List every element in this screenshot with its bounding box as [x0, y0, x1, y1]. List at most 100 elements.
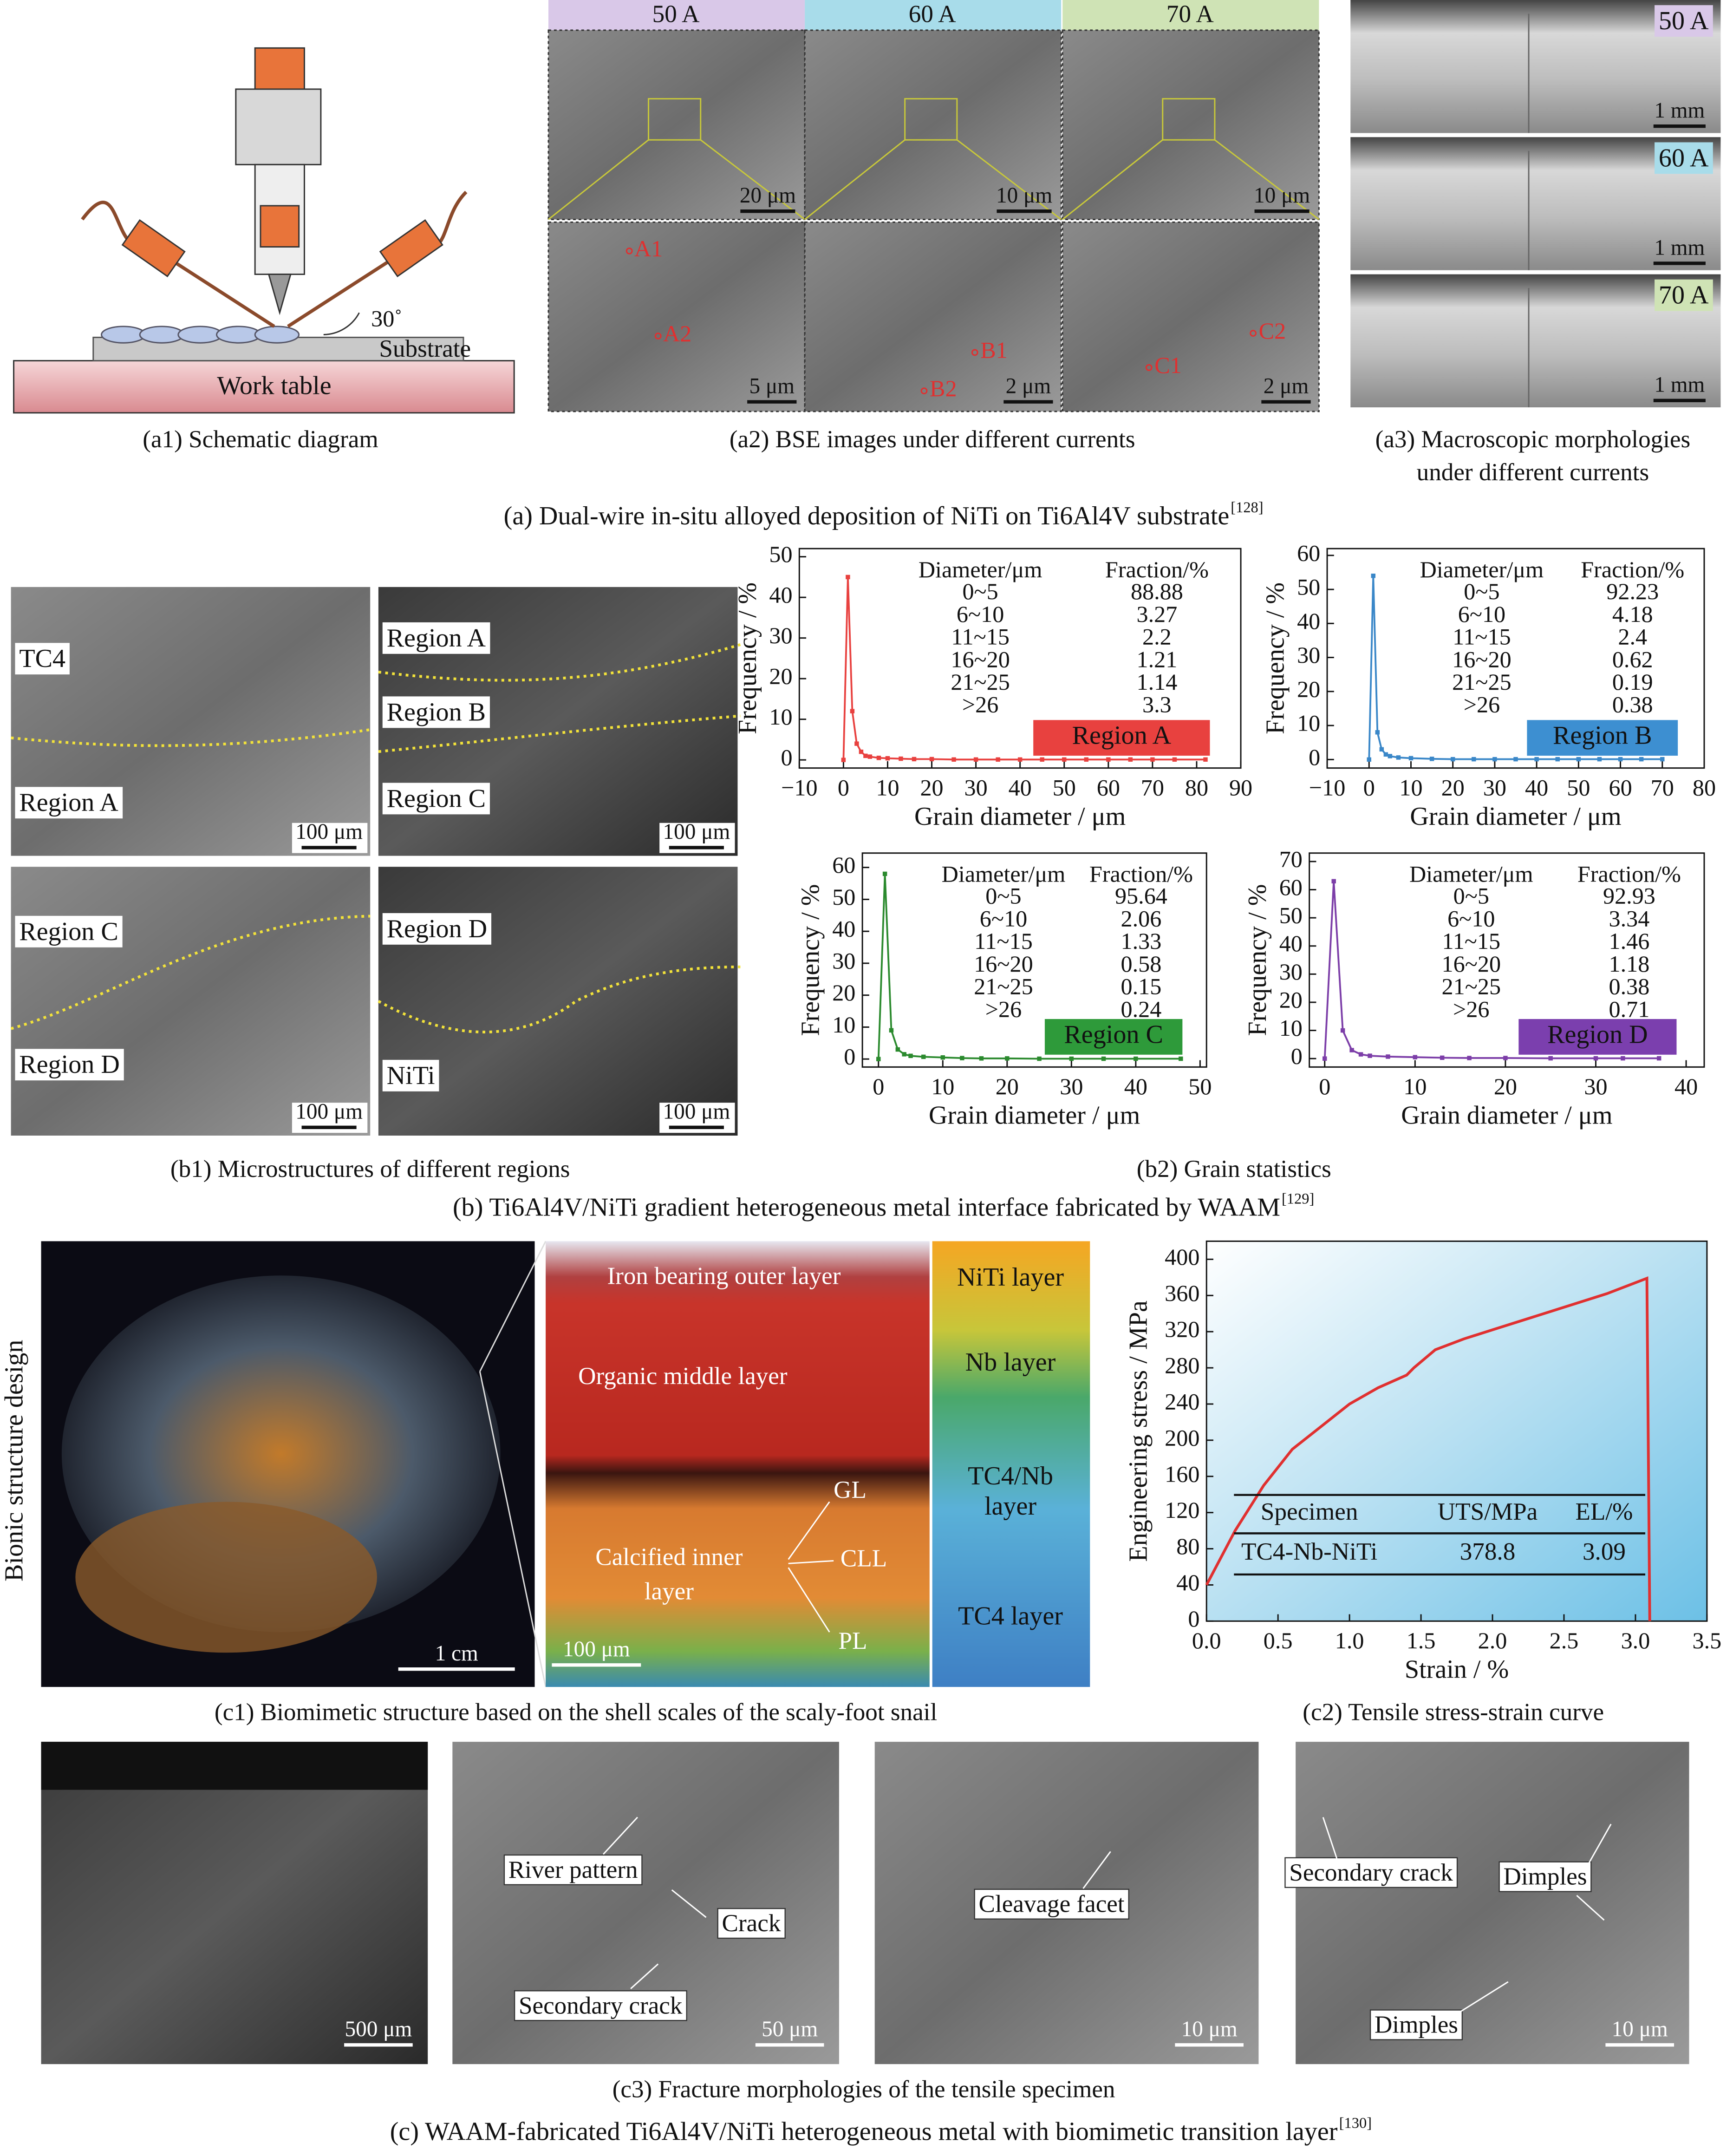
data-point [1388, 754, 1393, 758]
layer-label: TC4 layer [958, 1601, 1063, 1630]
x-tick-label: 30 [1483, 774, 1506, 800]
section-label: Organic middle layer [578, 1363, 788, 1390]
angle-arc [323, 312, 360, 335]
section-label: layer [645, 1578, 694, 1605]
current-header [805, 0, 1062, 30]
x-tick-label: 0 [838, 774, 849, 800]
y-tick-label: 50 [1279, 902, 1303, 928]
table-cell: 2.2 [1142, 624, 1172, 650]
x-tick-label: 20 [920, 774, 943, 800]
data-point [1467, 1056, 1472, 1060]
x-tick-label: 40 [1009, 774, 1032, 800]
x-tick-label: 80 [1693, 774, 1716, 800]
y-axis-label: Frequency / % [1261, 582, 1290, 734]
pointer-lines [603, 1816, 1612, 2017]
table-cell: 16~20 [1452, 646, 1511, 672]
y-tick-label: 60 [832, 852, 855, 878]
specimen-edge [41, 1742, 428, 1790]
x-tick-label: 30 [1060, 1073, 1083, 1099]
point-label: B2 [930, 375, 957, 401]
table-cell: 1.21 [1136, 646, 1177, 672]
data-point [940, 1055, 945, 1060]
data-point [979, 1056, 984, 1061]
data-point [1134, 1056, 1138, 1061]
y-tick-label: 160 [1165, 1461, 1199, 1487]
y-axis-label: Frequency / % [796, 884, 825, 1036]
x-tick-label: 50 [1188, 1073, 1212, 1099]
table-cell: 92.23 [1606, 578, 1659, 604]
table-header: Fraction/% [1577, 861, 1681, 887]
data-point [1069, 1056, 1074, 1061]
zoom-box [904, 98, 958, 141]
x-tick-label: 1.0 [1335, 1627, 1364, 1653]
point-marker [920, 387, 928, 394]
caption: (b1) Microstructures of different region… [170, 1156, 570, 1183]
label-box [15, 787, 123, 819]
label-box [15, 915, 123, 947]
x-tick-label: 30 [1584, 1073, 1607, 1099]
table-cell: 16~20 [974, 951, 1033, 977]
table-label: Work table [217, 372, 331, 400]
y-tick-label: 200 [1165, 1424, 1199, 1450]
x-tick-label: 60 [1097, 774, 1120, 800]
y-tick-label: 400 [1165, 1244, 1199, 1270]
data-point [1101, 1056, 1106, 1061]
weld-bead [177, 326, 223, 344]
point-marker [1145, 364, 1153, 371]
fracture-image [41, 1742, 428, 2065]
label-box [382, 1059, 439, 1091]
data-line [1205, 1276, 1651, 1621]
data-point [889, 1028, 894, 1033]
data-point [1037, 1056, 1042, 1061]
region-label: Region C [1064, 1020, 1163, 1049]
data-point [1639, 757, 1644, 762]
x-tick-label: 2.5 [1550, 1627, 1579, 1653]
x-tick-label: 10 [1399, 774, 1422, 800]
caption: (c2) Tensile stress-strain curve [1303, 1699, 1604, 1725]
point-marker [1250, 330, 1257, 337]
table-cell: 16~20 [1442, 951, 1501, 977]
plot-background [1206, 1241, 1707, 1621]
table-cell: 0.62 [1612, 646, 1653, 672]
current-label: 50 A [1659, 7, 1709, 35]
data-point [1408, 756, 1414, 761]
point-label: B1 [980, 337, 1008, 363]
section-image [546, 1241, 930, 1687]
region-label: Region B [1553, 721, 1652, 750]
region-label: Region D [387, 915, 488, 943]
data-point [973, 757, 978, 762]
table-cell: 4.18 [1612, 601, 1653, 627]
label-box [1284, 1857, 1458, 1888]
x-tick-label: −10 [1309, 774, 1345, 800]
section-title: (c) WAAM-fabricated Ti6Al4V/NiTi heterog… [390, 2117, 1338, 2146]
table-cell: 0.38 [1609, 973, 1650, 1000]
y-tick-label: 40 [1297, 608, 1320, 634]
section-label: PL [838, 1627, 867, 1654]
label-box [503, 1854, 643, 1886]
table-cell: 11~15 [974, 928, 1033, 954]
data-point [1576, 757, 1581, 762]
table-cell: 2.4 [1618, 624, 1647, 650]
point-label: C1 [1154, 352, 1182, 378]
data-point [1179, 1056, 1183, 1061]
region-box [1527, 720, 1678, 756]
table-cell: 0~5 [1453, 883, 1489, 909]
data-point [1040, 757, 1044, 762]
table-cell: 3.27 [1136, 601, 1177, 627]
x-tick-label: 10 [931, 1073, 954, 1099]
substrate-label: Substrate [379, 335, 471, 362]
x-tick-label: 0 [1319, 1073, 1330, 1099]
fracture-annotation: River pattern [508, 1856, 638, 1883]
data-point [921, 1054, 926, 1059]
table-header: Diameter/μm [919, 556, 1042, 582]
point-marker [654, 333, 662, 340]
data-line [877, 874, 1181, 1060]
data-point [1534, 757, 1539, 762]
y-tick-label: 360 [1165, 1280, 1199, 1306]
bse-image [1062, 29, 1320, 220]
x-tick-label: 0 [1363, 774, 1375, 800]
interface-line [10, 915, 371, 1030]
region-label: TC4 [19, 644, 65, 673]
table-cell: 378.8 [1460, 1538, 1516, 1565]
